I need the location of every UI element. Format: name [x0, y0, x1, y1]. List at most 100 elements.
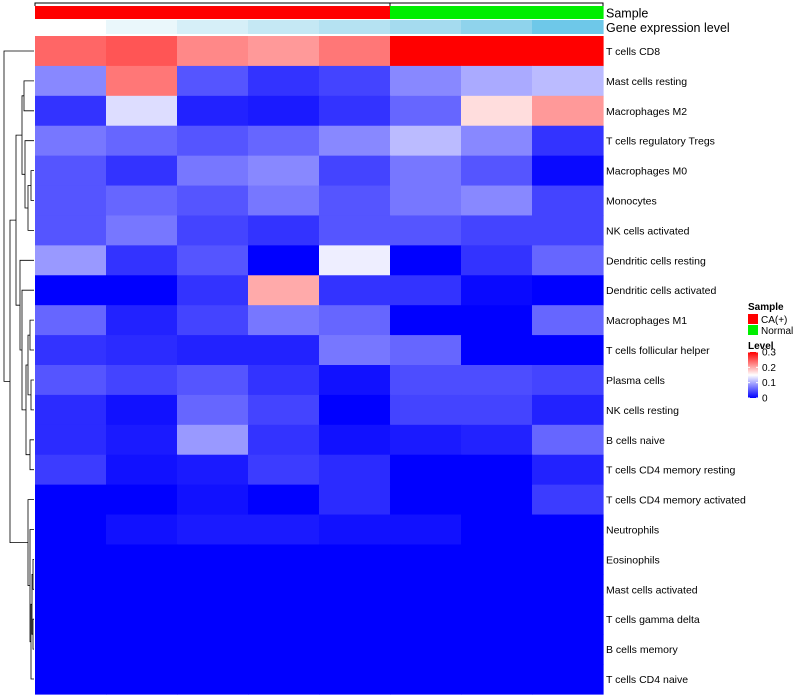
heatmap-cell [532, 454, 604, 486]
row-dendrogram-branch [30, 379, 34, 411]
heatmap-cell [461, 215, 533, 246]
heatmap-cell [35, 574, 107, 605]
heatmap-cell [390, 424, 462, 456]
row-label: Macrophages M0 [606, 166, 687, 178]
heatmap-cell [532, 95, 604, 127]
heatmap-cell [532, 335, 604, 366]
heatmap-cell [35, 185, 107, 217]
heatmap-cell [532, 365, 604, 396]
heatmap-cell [35, 275, 107, 306]
heatmap-cell [390, 335, 462, 366]
row-dendrogram-branch [29, 319, 34, 351]
heatmap-cell [106, 95, 178, 127]
heatmap-cell [319, 574, 391, 605]
heatmap-cell [461, 65, 533, 97]
row-dendrogram-branch [9, 219, 28, 543]
heatmap-cell [390, 484, 462, 516]
heatmap-cell [35, 155, 107, 187]
heatmap-cell [532, 634, 604, 665]
heatmap-cell [319, 365, 391, 396]
row-label: T cells CD4 memory activated [606, 495, 746, 507]
gene-expression-annotation-cell [319, 20, 391, 34]
row-dendrogram-branch [30, 603, 34, 680]
heatmap-cell [248, 454, 320, 486]
heatmap-cell [177, 604, 249, 635]
heatmap-cell [532, 215, 604, 246]
heatmap-cell [248, 394, 320, 426]
gene-expression-annotation-cell [390, 20, 462, 34]
heatmap-cell [461, 664, 533, 695]
sample-annotation-cell [319, 6, 391, 19]
heatmap-cell [390, 215, 462, 246]
row-label: T cells gamma delta [606, 614, 700, 626]
heatmap-cell [319, 544, 391, 575]
row-label: Dendritic cells activated [606, 285, 716, 297]
heatmap-cell [106, 215, 178, 246]
heatmap-cell [319, 125, 391, 157]
heatmap-cell [106, 664, 178, 695]
heatmap-cell [319, 95, 391, 127]
row-dendrogram-branch [21, 95, 25, 175]
heatmap-cell [461, 604, 533, 635]
row-dendrogram-branch [3, 50, 34, 382]
heatmap-cell [319, 604, 391, 635]
gene-expression-annotation-cell [532, 20, 604, 34]
heatmap-cell [532, 424, 604, 456]
heatmap-cell [319, 484, 391, 516]
legend-level-colorbar [748, 352, 758, 398]
heatmap-cell [248, 365, 320, 396]
heatmap-cell [532, 305, 604, 336]
heatmap-cell [35, 424, 107, 456]
heatmap-cell [319, 245, 391, 276]
heatmap-cell [248, 634, 320, 665]
heatmap-cell [177, 335, 249, 366]
heatmap-cell [461, 544, 533, 575]
heatmap-cell [390, 305, 462, 336]
heatmap-cell [248, 574, 320, 605]
heatmap-cell [461, 125, 533, 157]
heatmap-cell [532, 514, 604, 546]
heatmap-cell [106, 155, 178, 187]
heatmap-cell [248, 275, 320, 306]
heatmap-cell [390, 634, 462, 665]
heatmap-cell [35, 215, 107, 246]
heatmap-cell [35, 125, 107, 157]
heatmap-cell [177, 155, 249, 187]
heatmap-cell [35, 454, 107, 486]
heatmap-cell [461, 424, 533, 456]
heatmap-cell [532, 65, 604, 97]
heatmap-cell [319, 664, 391, 695]
heatmap-cell [35, 664, 107, 695]
heatmap-cell [390, 65, 462, 97]
row-label: B cells naive [606, 435, 665, 447]
row-label: T cells follicular helper [606, 345, 710, 357]
heatmap-cell [319, 454, 391, 486]
row-label: Dendritic cells resting [606, 255, 706, 267]
sample-annotation-cell [461, 6, 533, 19]
row-label: B cells memory [606, 644, 679, 656]
heatmap-cell [177, 95, 249, 127]
heatmap-cell [461, 305, 533, 336]
gene-expression-annotation-cell [35, 20, 107, 34]
heatmap-cell [177, 125, 249, 157]
legend-level-tick-label: 0.3 [762, 348, 776, 359]
heatmap-cell [461, 394, 533, 426]
heatmap-cell [390, 95, 462, 127]
heatmap-cell [390, 604, 462, 635]
heatmap-cell [106, 305, 178, 336]
row-label: Macrophages M1 [606, 315, 687, 327]
heatmap-cell [106, 604, 178, 635]
heatmap-cell [532, 574, 604, 605]
annotation-bars [35, 6, 604, 34]
heatmap-cell [248, 424, 320, 456]
heatmap-cell [532, 394, 604, 426]
heatmap-cell [106, 275, 178, 306]
sample-annotation-cell [106, 6, 178, 19]
heatmap-cell [177, 634, 249, 665]
heatmap-cell [177, 36, 249, 67]
heatmap-cell [390, 155, 462, 187]
row-dendrogram-branch [27, 334, 31, 396]
legend-sample-label: Normal [761, 326, 793, 337]
heatmap-cell [390, 185, 462, 217]
heatmap-cell [319, 185, 391, 217]
